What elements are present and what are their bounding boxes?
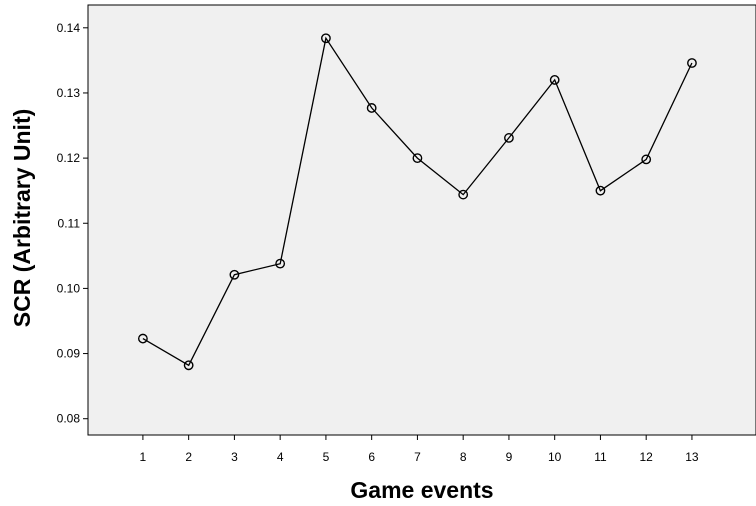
y-axis: 0.08 0.09 0.10 0.11 0.12 0.13 0.14: [57, 21, 88, 426]
data-point-marker: [641, 154, 652, 165]
y-tick-label: 0.12: [57, 151, 81, 165]
data-point-marker: [458, 189, 469, 200]
y-tick-label: 0.10: [57, 281, 81, 295]
x-tick-label: 1: [140, 450, 147, 464]
data-point-marker: [138, 333, 148, 344]
data-point-marker: [549, 75, 560, 85]
x-tick-label: 9: [506, 450, 513, 464]
y-axis-title: SCR (Arbitrary Unit): [9, 109, 35, 328]
series-line: [142, 36, 693, 367]
data-points: [138, 33, 697, 371]
data-point-marker: [229, 269, 240, 280]
x-tick-label: 3: [231, 450, 238, 464]
x-tick-label: 5: [323, 450, 330, 464]
data-point-marker: [321, 33, 331, 44]
x-tick-label: 7: [414, 450, 421, 464]
x-tick-label: 6: [368, 450, 375, 464]
data-point-marker: [504, 133, 514, 143]
y-tick-label: 0.14: [57, 21, 81, 35]
x-axis: 1 2 3 4 5 6 7 8 9 10 11 12 13: [140, 435, 699, 464]
y-tick-label: 0.09: [57, 347, 81, 361]
data-point-marker: [275, 258, 286, 269]
data-point-marker: [412, 153, 423, 164]
data-point-marker: [366, 103, 377, 113]
y-tick-label: 0.13: [57, 86, 81, 100]
plot-area: [87, 4, 756, 436]
x-tick-label: 2: [185, 450, 192, 464]
data-point-marker: [687, 58, 697, 68]
x-axis-title: Game events: [350, 477, 493, 503]
x-tick-label: 8: [460, 450, 467, 464]
x-tick-label: 4: [277, 450, 284, 464]
data-point-marker: [183, 360, 194, 371]
x-tick-label: 12: [640, 450, 654, 464]
y-tick-label: 0.08: [57, 412, 81, 426]
x-tick-label: 11: [594, 450, 607, 464]
y-tick-label: 0.11: [58, 216, 81, 230]
x-tick-label: 10: [548, 450, 562, 464]
data-point-marker: [595, 185, 606, 196]
x-tick-label: 13: [685, 450, 699, 464]
